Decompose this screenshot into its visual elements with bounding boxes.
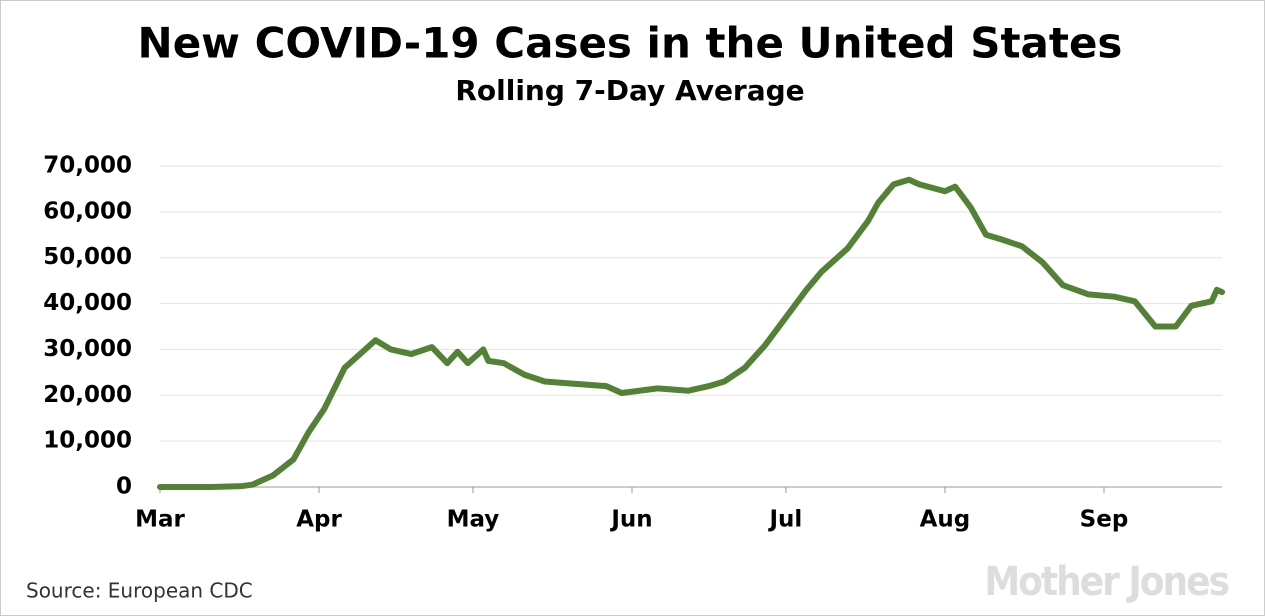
y-tick-label: 70,000 bbox=[43, 153, 132, 179]
y-tick-label: 50,000 bbox=[43, 244, 132, 270]
x-tick-label: Apr bbox=[296, 507, 342, 533]
chart-title: New COVID-19 Cases in the United States bbox=[138, 19, 1123, 68]
y-tick-label: 40,000 bbox=[43, 290, 132, 316]
x-tick-label: Aug bbox=[920, 507, 971, 533]
y-tick-label: 30,000 bbox=[43, 336, 132, 362]
source: Source: European CDC bbox=[26, 579, 253, 603]
x-tick-label: Jul bbox=[767, 507, 802, 533]
line bbox=[157, 176, 1225, 490]
y-tick-label: 0 bbox=[116, 474, 132, 500]
x-tick-label: Jun bbox=[609, 507, 652, 533]
x-tick-label: Mar bbox=[135, 507, 185, 533]
logo: Mother Jones bbox=[984, 559, 1228, 605]
y-tick-label: 60,000 bbox=[43, 198, 132, 224]
x-tick-label: Sep bbox=[1080, 507, 1129, 533]
x-tick-label: May bbox=[447, 507, 500, 533]
y-tick-label: 20,000 bbox=[43, 382, 132, 408]
y-tick-label: 10,000 bbox=[43, 428, 132, 454]
chart-subtitle: Rolling 7-Day Average bbox=[455, 74, 804, 107]
